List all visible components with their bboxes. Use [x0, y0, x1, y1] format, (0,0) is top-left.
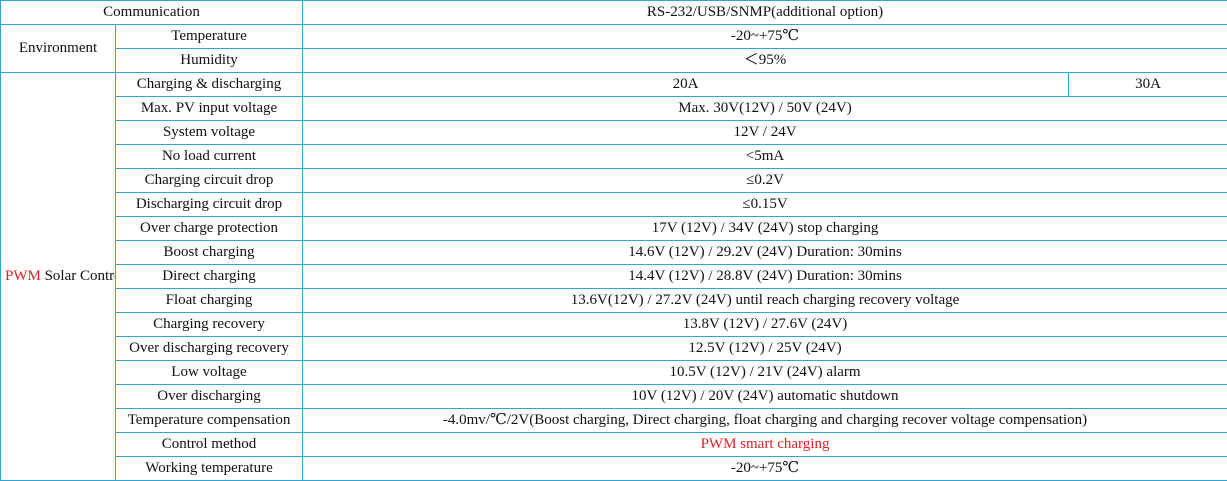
table-row-over-discharging: Over discharging 10V (12V) / 20V (24V) a…: [1, 385, 1227, 409]
row-label: Discharging circuit drop: [116, 193, 303, 217]
row-label: Over discharging: [116, 385, 303, 409]
section-label-pwm-rest: Solar Controller specification: [41, 268, 116, 284]
row-label: System voltage: [116, 121, 303, 145]
table-row-system-voltage: System voltage 12V / 24V: [1, 121, 1227, 145]
row-value: 10V (12V) / 20V (24V) automatic shutdown: [303, 385, 1227, 409]
table-row-communication: Communication RS-232/USB/SNMP(additional…: [1, 1, 1227, 25]
table-row-discharging-circuit-drop: Discharging circuit drop ≤0.15V: [1, 193, 1227, 217]
row-value: -4.0mv/℃/2V(Boost charging, Direct charg…: [303, 409, 1227, 433]
row-value: <5mA: [303, 145, 1227, 169]
row-value-communication: RS-232/USB/SNMP(additional option): [303, 1, 1227, 25]
row-label-humidity: Humidity: [116, 49, 303, 73]
row-label: Float charging: [116, 289, 303, 313]
table-row-temperature: Environment Temperature -20~+75℃: [1, 25, 1227, 49]
row-value: 17V (12V) / 34V (24V) stop charging: [303, 217, 1227, 241]
table-row-temperature-compensation: Temperature compensation -4.0mv/℃/2V(Boo…: [1, 409, 1227, 433]
row-value: ≤0.2V: [303, 169, 1227, 193]
table-row-direct-charging: Direct charging 14.4V (12V) / 28.8V (24V…: [1, 265, 1227, 289]
table-row-float-charging: Float charging 13.6V(12V) / 27.2V (24V) …: [1, 289, 1227, 313]
row-label: Over discharging recovery: [116, 337, 303, 361]
table-row-boost-charging: Boost charging 14.6V (12V) / 29.2V (24V)…: [1, 241, 1227, 265]
row-label: Charging circuit drop: [116, 169, 303, 193]
row-label: Working temperature: [116, 457, 303, 481]
row-label-charging-discharging: Charging & discharging: [116, 73, 303, 97]
row-label: No load current: [116, 145, 303, 169]
row-value-temperature: -20~+75℃: [303, 25, 1227, 49]
row-label: Low voltage: [116, 361, 303, 385]
row-label: Max. PV input voltage: [116, 97, 303, 121]
table-row-control-method: Control method PWM smart charging: [1, 433, 1227, 457]
table-row-over-discharging-recovery: Over discharging recovery 12.5V (12V) / …: [1, 337, 1227, 361]
row-value: 10.5V (12V) / 21V (24V) alarm: [303, 361, 1227, 385]
row-value-pwm-smart-charging: PWM smart charging: [303, 433, 1227, 457]
section-label-environment: Environment: [1, 25, 116, 73]
table-row-charging-circuit-drop: Charging circuit drop ≤0.2V: [1, 169, 1227, 193]
row-value-humidity: ＜95%: [303, 49, 1227, 73]
table-row-no-load-current: No load current <5mA: [1, 145, 1227, 169]
row-label: Control method: [116, 433, 303, 457]
table-row-max-pv-input-voltage: Max. PV input voltage Max. 30V(12V) / 50…: [1, 97, 1227, 121]
row-value-20a: 20A: [303, 73, 1069, 97]
row-value: 14.4V (12V) / 28.8V (24V) Duration: 30mi…: [303, 265, 1227, 289]
table-row-charging-discharging: PWM Solar Controller specification Charg…: [1, 73, 1227, 97]
row-value: ≤0.15V: [303, 193, 1227, 217]
row-label: Charging recovery: [116, 313, 303, 337]
table-row-charging-recovery: Charging recovery 13.8V (12V) / 27.6V (2…: [1, 313, 1227, 337]
row-value: Max. 30V(12V) / 50V (24V): [303, 97, 1227, 121]
row-label: Over charge protection: [116, 217, 303, 241]
row-label: Boost charging: [116, 241, 303, 265]
row-value: 13.6V(12V) / 27.2V (24V) until reach cha…: [303, 289, 1227, 313]
table-row-humidity: Humidity ＜95%: [1, 49, 1227, 73]
section-label-pwm: PWM Solar Controller specification: [1, 73, 116, 481]
row-label-temperature: Temperature: [116, 25, 303, 49]
row-value: 12V / 24V: [303, 121, 1227, 145]
row-label-communication: Communication: [1, 1, 303, 25]
table-row-low-voltage: Low voltage 10.5V (12V) / 21V (24V) alar…: [1, 361, 1227, 385]
row-label: Temperature compensation: [116, 409, 303, 433]
section-label-pwm-red: PWM: [5, 268, 41, 284]
table-row-working-temperature: Working temperature -20~+75℃: [1, 457, 1227, 481]
row-value: 12.5V (12V) / 25V (24V): [303, 337, 1227, 361]
row-label: Direct charging: [116, 265, 303, 289]
row-value-30a: 30A: [1069, 73, 1227, 97]
row-value: 13.8V (12V) / 27.6V (24V): [303, 313, 1227, 337]
row-value: -20~+75℃: [303, 457, 1227, 481]
table-row-over-charge-protection: Over charge protection 17V (12V) / 34V (…: [1, 217, 1227, 241]
row-value: 14.6V (12V) / 29.2V (24V) Duration: 30mi…: [303, 241, 1227, 265]
